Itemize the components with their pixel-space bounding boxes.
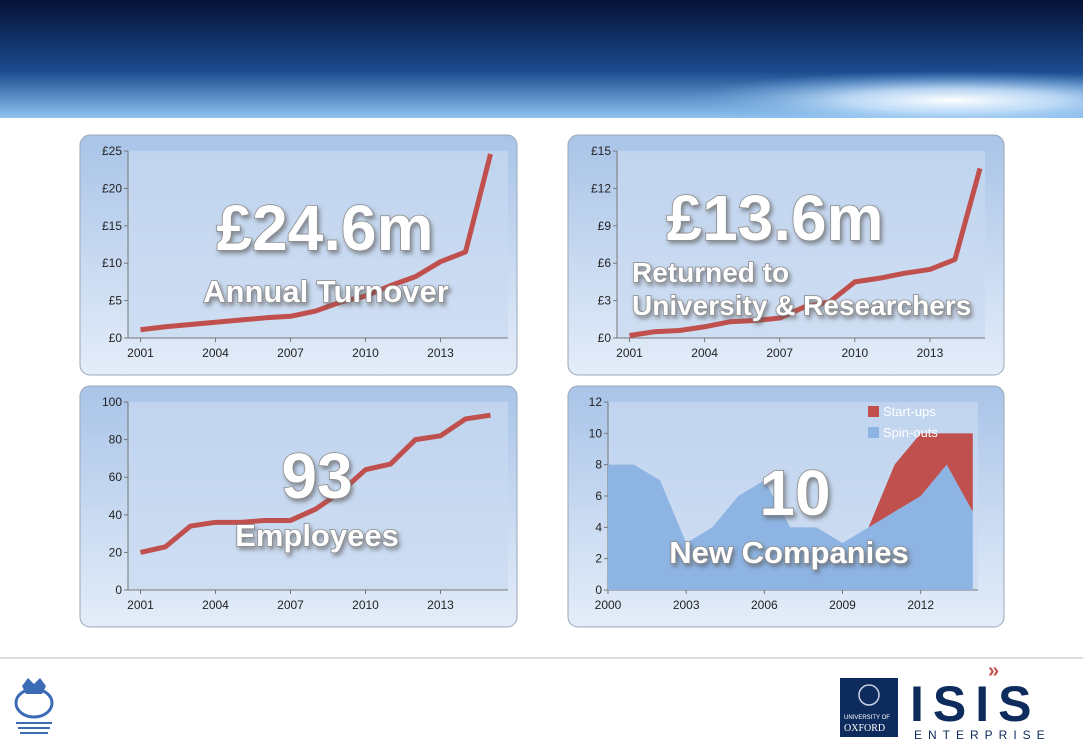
annotation: New Companies (669, 535, 908, 570)
y-tick-label: £15 (591, 144, 611, 158)
y-tick-label: £0 (598, 331, 612, 345)
x-tick-label: 2012 (907, 598, 934, 612)
data-area (608, 464, 973, 590)
legend-label: Spin-outs (883, 425, 938, 440)
y-tick-label: £6 (598, 256, 612, 270)
y-tick-label: 12 (589, 395, 603, 409)
data-line (139, 412, 491, 555)
annotation: £24.6m (216, 192, 433, 264)
annotation: Annual Turnover (203, 274, 449, 309)
y-tick-label: 20 (109, 545, 123, 559)
x-tick-label: 2001 (127, 346, 154, 360)
x-tick-label: 2007 (766, 346, 793, 360)
data-line (629, 167, 983, 338)
oxford-text: UNIVERSITY OF (844, 715, 890, 721)
annotation: University & Researchers (632, 290, 971, 321)
y-tick-label: 10 (589, 426, 603, 440)
y-tick-label: 4 (595, 520, 602, 534)
x-tick-label: 2007 (277, 598, 304, 612)
annotation: £13.6m (666, 182, 883, 254)
y-tick-label: 80 (109, 433, 123, 447)
x-tick-label: 2013 (917, 346, 944, 360)
award-logo (14, 678, 54, 734)
y-tick-label: £15 (102, 219, 122, 233)
annotation: Employees (235, 518, 399, 553)
y-tick-label: £0 (109, 331, 123, 345)
y-tick-label: 40 (109, 508, 123, 522)
x-tick-label: 2013 (427, 598, 454, 612)
plot-area (128, 151, 508, 338)
legend-swatch (868, 406, 879, 417)
x-tick-label: 2010 (352, 346, 379, 360)
x-tick-label: 2006 (751, 598, 778, 612)
annotation: 10 (759, 457, 830, 529)
x-tick-label: 2010 (841, 346, 868, 360)
x-tick-label: 2001 (127, 598, 154, 612)
chevrons: » (988, 660, 999, 682)
oxford-text: OXFORD (844, 723, 885, 734)
x-tick-label: 2004 (202, 598, 229, 612)
data-line (140, 153, 493, 333)
oxford-crest (858, 684, 880, 706)
y-tick-label: £9 (598, 219, 612, 233)
data-area (608, 433, 973, 543)
header-glow (0, 0, 1083, 118)
y-tick-label: £5 (109, 294, 123, 308)
y-tick-label: 0 (595, 583, 602, 597)
x-tick-label: 2013 (427, 346, 454, 360)
annotation: 93 (281, 440, 352, 512)
y-tick-label: £20 (102, 181, 122, 195)
y-tick-label: 0 (115, 583, 122, 597)
brand-sub: ENTERPRISE (914, 728, 1051, 742)
legend-swatch (868, 427, 879, 438)
y-tick-label: 8 (595, 458, 602, 472)
annotation: Returned to (632, 257, 789, 288)
legend-label: Start-ups (883, 404, 936, 419)
x-tick-label: 2001 (616, 346, 643, 360)
brand: ISIS (910, 676, 1040, 732)
y-tick-label: £12 (591, 181, 611, 195)
y-tick-label: 6 (595, 489, 602, 503)
y-tick-label: £10 (102, 256, 122, 270)
y-tick-label: 60 (109, 470, 123, 484)
y-tick-label: £25 (102, 144, 122, 158)
y-tick-label: £3 (598, 294, 612, 308)
oxford-logo (840, 678, 898, 737)
y-tick-label: 2 (595, 552, 602, 566)
x-tick-label: 2007 (277, 346, 304, 360)
x-tick-label: 2003 (673, 598, 700, 612)
y-tick-label: 100 (102, 395, 122, 409)
x-tick-label: 2000 (595, 598, 622, 612)
x-tick-label: 2004 (202, 346, 229, 360)
x-tick-label: 2009 (829, 598, 856, 612)
x-tick-label: 2010 (352, 598, 379, 612)
x-tick-label: 2004 (691, 346, 718, 360)
